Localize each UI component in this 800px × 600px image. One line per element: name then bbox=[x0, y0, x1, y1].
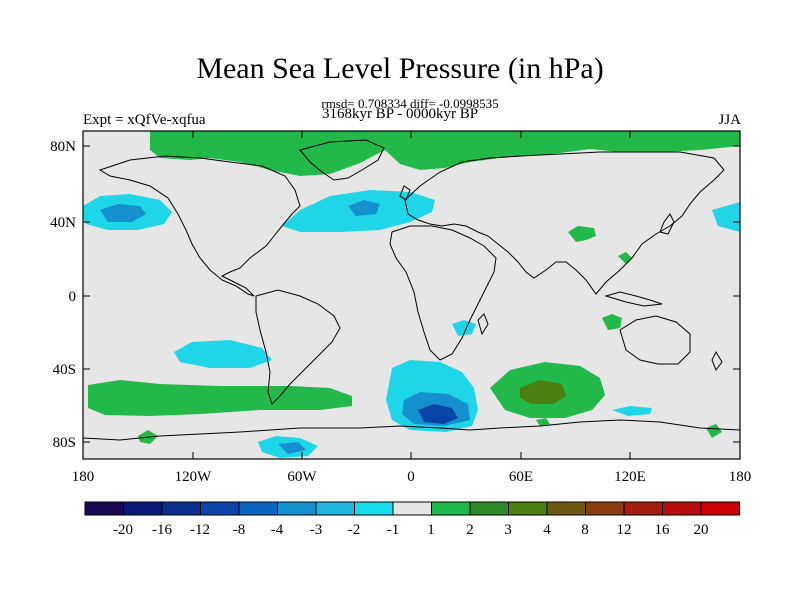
north-atlantic-core bbox=[348, 200, 380, 216]
greenland-coast bbox=[299, 139, 385, 181]
colorbar-swatch bbox=[354, 501, 394, 516]
antarctica-coast bbox=[83, 419, 740, 441]
axis-ticks bbox=[83, 131, 740, 459]
y-label-40s: 40S bbox=[53, 362, 76, 378]
y-axis-labels: 80N 40N 0 40S 80S bbox=[50, 139, 76, 451]
south-pacific-anomaly-low bbox=[174, 340, 272, 368]
colorbar-label: -20 bbox=[113, 522, 133, 538]
colorbar-label: -16 bbox=[152, 522, 172, 538]
colorbar-label: -2 bbox=[348, 522, 361, 538]
colorbar-label: 8 bbox=[581, 522, 589, 538]
colorbar-swatch bbox=[546, 501, 586, 516]
colorbar-swatch bbox=[662, 501, 702, 516]
colorbar-swatch bbox=[315, 501, 355, 516]
colorbar-swatch bbox=[161, 501, 201, 516]
x-label-0: 0 bbox=[407, 469, 415, 485]
australia-anomaly bbox=[602, 314, 622, 330]
colorbar-swatch bbox=[277, 501, 317, 516]
british-isles-coast bbox=[399, 185, 411, 201]
x-label-120w: 120W bbox=[175, 469, 213, 485]
y-label-80n: 80N bbox=[50, 139, 76, 155]
indonesia-coast bbox=[604, 291, 663, 307]
colorbar-label: 20 bbox=[694, 522, 709, 538]
coastlines bbox=[83, 139, 740, 441]
stats-label: rmsd= 0.708334 diff= -0.0998535 bbox=[321, 96, 499, 111]
experiment-label: Expt = xQfVe-xqfua bbox=[83, 112, 206, 128]
colorbar-label: -4 bbox=[271, 522, 284, 538]
arctic-anomaly-west bbox=[150, 131, 385, 176]
colorbar-swatch bbox=[508, 501, 548, 516]
colorbar-swatch bbox=[469, 501, 509, 516]
east-asia-anomaly bbox=[568, 226, 596, 242]
madagascar-coast bbox=[477, 313, 489, 336]
south-atlantic-strong-core bbox=[418, 404, 458, 424]
period-label: 3168kyr BP - 0000kyr BP bbox=[321, 106, 479, 122]
x-label-180-left: 180 bbox=[72, 469, 95, 485]
colorbar-label: -8 bbox=[233, 522, 246, 538]
africa-anomaly bbox=[452, 320, 476, 336]
pressure-field bbox=[83, 131, 740, 459]
colorbar-swatch bbox=[431, 501, 471, 516]
x-axis-labels: 180 120W 60W 0 60E 120E 180 bbox=[72, 469, 752, 485]
page-title: Mean Sea Level Pressure (in hPa) bbox=[196, 52, 604, 85]
season-label: JJA bbox=[718, 112, 741, 128]
colorbar-swatch bbox=[700, 501, 740, 516]
north-pacific-core bbox=[100, 204, 146, 222]
indian-ocean-core bbox=[520, 380, 566, 404]
colorbar-swatch bbox=[238, 501, 278, 516]
antarctic-core bbox=[278, 442, 306, 454]
x-label-120e: 120E bbox=[614, 469, 646, 485]
y-label-40n: 40N bbox=[50, 215, 76, 231]
eurasia-coast bbox=[404, 151, 725, 295]
y-label-80s: 80S bbox=[53, 435, 76, 451]
y-label-0: 0 bbox=[69, 289, 77, 305]
southern-ocean-anomaly bbox=[536, 418, 550, 426]
colorbar-label: 3 bbox=[504, 522, 512, 538]
colorbar-swatch bbox=[623, 501, 663, 516]
positive-anomaly-regions bbox=[88, 131, 740, 444]
africa-coast bbox=[389, 225, 497, 361]
east-pacific-anomaly bbox=[712, 202, 740, 232]
colorbar-swatch bbox=[123, 501, 163, 516]
x-label-60e: 60E bbox=[509, 469, 533, 485]
south-america-coast bbox=[255, 289, 341, 405]
colorbar-labels: -20 -16 -12 -8 -4 -3 -2 -1 1 2 3 4 8 12 … bbox=[113, 522, 709, 538]
colorbar-swatch bbox=[84, 501, 124, 516]
north-america-coast bbox=[98, 155, 301, 297]
strong-negative-anomaly bbox=[418, 404, 458, 424]
colorbar-label: 4 bbox=[543, 522, 551, 538]
southern-indian-anomaly bbox=[612, 406, 652, 416]
colorbar-swatch bbox=[392, 501, 432, 516]
australia-coast bbox=[619, 315, 691, 365]
colorbar-label: -12 bbox=[190, 522, 210, 538]
antarctic-anomaly-east bbox=[706, 424, 722, 438]
colorbar bbox=[84, 501, 740, 516]
x-label-60w: 60W bbox=[287, 469, 317, 485]
japan-coast bbox=[659, 213, 675, 235]
colorbar-swatch bbox=[585, 501, 625, 516]
colorbar-label: -1 bbox=[387, 522, 400, 538]
new-zealand-coast bbox=[711, 350, 723, 372]
colorbar-label: 2 bbox=[466, 522, 474, 538]
colorbar-label: 12 bbox=[617, 522, 632, 538]
colorbar-label: 16 bbox=[655, 522, 671, 538]
colorbar-label: 1 bbox=[427, 522, 435, 538]
colorbar-label: -3 bbox=[310, 522, 323, 538]
strong-positive-anomaly bbox=[520, 380, 566, 404]
colorbar-swatch bbox=[200, 501, 240, 516]
x-label-180-right: 180 bbox=[729, 469, 752, 485]
